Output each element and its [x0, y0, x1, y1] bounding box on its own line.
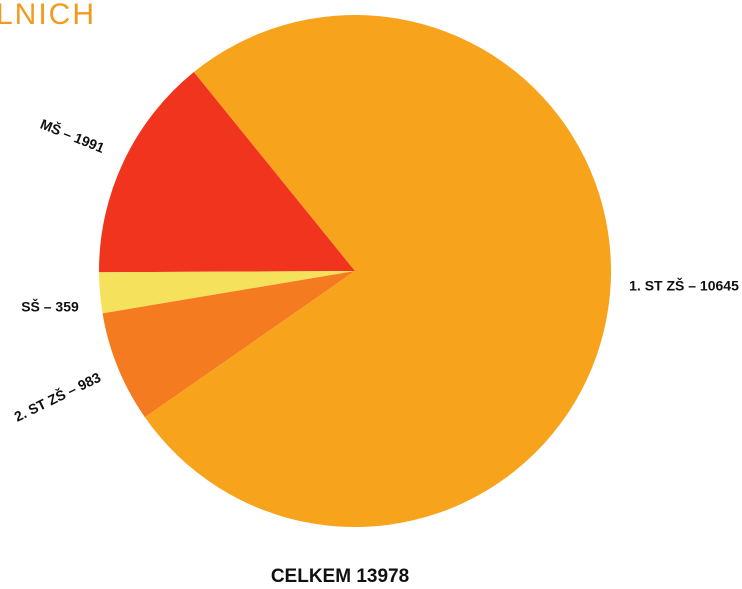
pie-slice	[144, 14, 611, 528]
chart-title: LNICH	[0, 0, 96, 31]
pie-slice	[102, 271, 355, 418]
slice-label: MŠ – 1991	[38, 115, 107, 156]
pie-slice	[99, 271, 355, 314]
slice-label: 1. ST ZŠ – 10645	[629, 277, 739, 294]
pie-slice	[99, 72, 355, 273]
slice-label: SŠ – 359	[21, 298, 79, 315]
total-annotation: CELKEM 13978	[271, 566, 409, 587]
slice-label: 2. ST ZŠ – 983	[11, 368, 103, 425]
